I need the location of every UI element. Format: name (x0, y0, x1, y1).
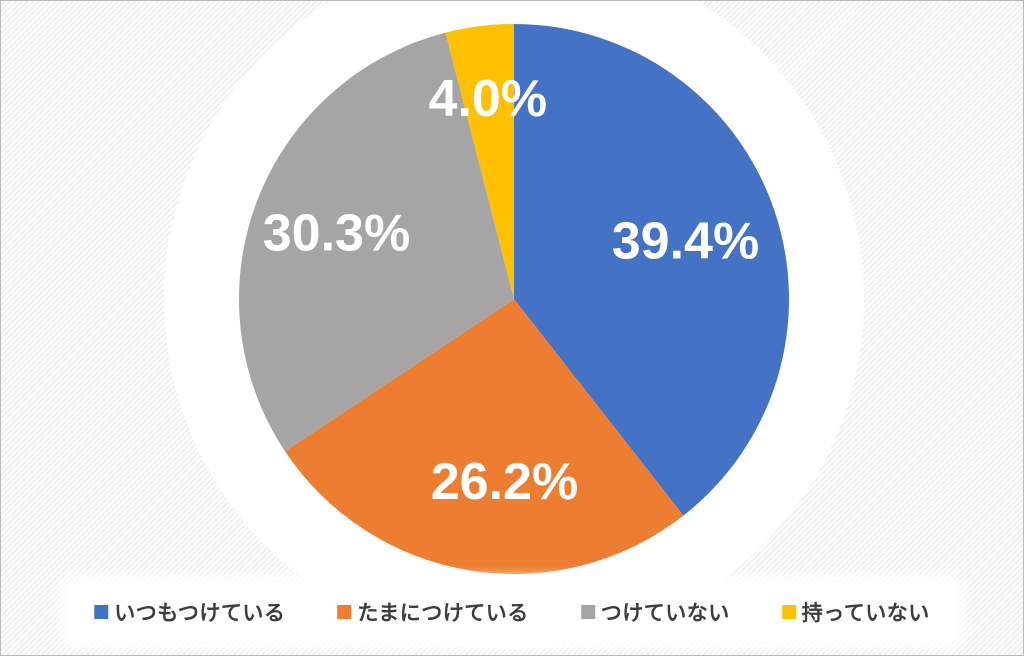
pie-slice-2 (284, 299, 684, 575)
pie-slice-1 (514, 24, 790, 516)
pie-slice-4 (445, 24, 514, 299)
legend-marker-icon (94, 605, 109, 619)
legend-marker-icon (781, 605, 796, 619)
legend-item-4: 持っていない (781, 597, 930, 627)
legend-item-3: つけていない (580, 597, 730, 627)
pie-slices (239, 24, 790, 575)
chart-legend: いつもつけている たまにつけている つけていない 持っていない (66, 583, 958, 641)
legend-label: いつもつけている (114, 602, 286, 625)
pie-data-label-4: 4.0% (429, 70, 548, 128)
pie-data-label-1: 39.4% (612, 212, 759, 270)
pie-slice-3 (239, 32, 514, 452)
pie-data-labels: 39.4% 26.2% 30.3% 4.0% (263, 70, 759, 511)
legend-item-2: たまにつけている (337, 597, 528, 627)
pie-data-label-3: 30.3% (263, 205, 410, 263)
legend-label: つけていない (600, 602, 730, 625)
pie-data-label-2: 26.2% (431, 453, 578, 511)
legend-item-1: いつもつけている (94, 597, 285, 627)
legend-marker-icon (337, 605, 352, 619)
legend-label: たまにつけている (357, 602, 529, 625)
legend-marker-icon (580, 605, 595, 619)
legend-label: 持っていない (801, 602, 930, 625)
